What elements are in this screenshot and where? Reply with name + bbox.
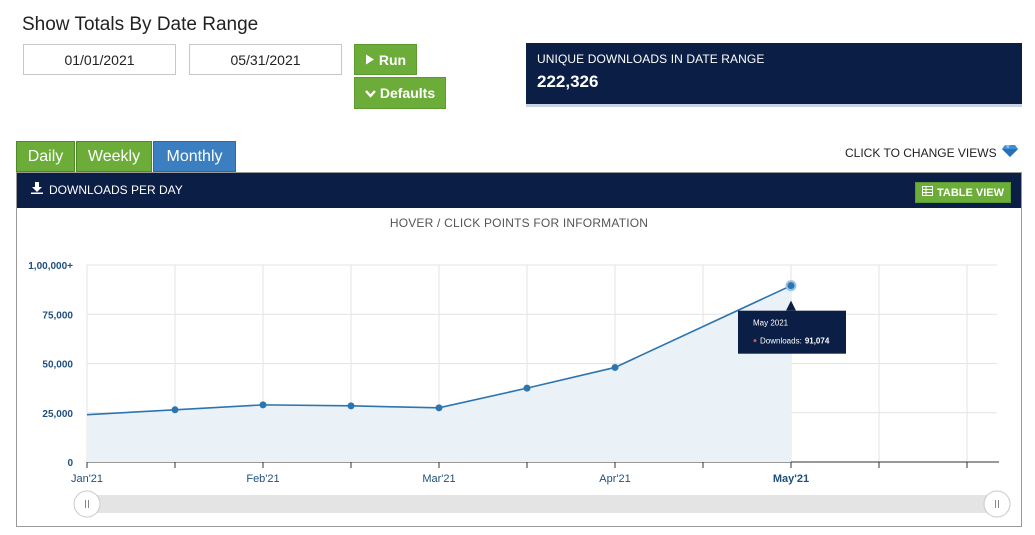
data-point[interactable] (171, 406, 179, 414)
unique-downloads-summary: UNIQUE DOWNLOADS IN DATE RANGE 222,326 (526, 43, 1022, 107)
series-area (87, 285, 791, 462)
tooltip-bullet (753, 339, 757, 343)
y-tick-label: 1,00,000+ (28, 261, 73, 272)
data-point[interactable] (523, 384, 531, 392)
tab-daily[interactable]: Daily (16, 141, 75, 172)
tooltip-pointer (786, 300, 796, 311)
play-icon (365, 52, 375, 68)
tab-weekly[interactable]: Weekly (76, 141, 152, 172)
x-tick-label: Feb'21 (246, 473, 279, 485)
table-view-button[interactable]: TABLE VIEW (914, 182, 1011, 203)
defaults-button[interactable]: Defaults (354, 77, 446, 109)
data-point[interactable] (611, 363, 619, 371)
diamond-icon (1001, 144, 1019, 161)
x-tick-label: Jan'21 (71, 473, 103, 485)
start-date-input[interactable] (23, 44, 176, 75)
page-title: Show Totals By Date Range (22, 14, 259, 35)
download-icon (31, 182, 43, 197)
range-handle-knob (73, 490, 101, 518)
tooltip-title: May 2021 (753, 319, 789, 328)
tooltip-box (738, 310, 846, 354)
data-point[interactable] (435, 404, 443, 412)
downloads-chart: 0 25,000 50,000 75,000 1,00,000+ Jan'21 Feb'2… (28, 261, 1011, 518)
panel-title: DOWNLOADS PER DAY (31, 182, 183, 197)
tooltip-series-label: Downloads: (760, 337, 802, 346)
chart-hint: HOVER / CLICK POINTS FOR INFORMATION (389, 216, 649, 230)
chevron-down-icon (364, 85, 376, 101)
range-handle-left[interactable] (73, 490, 101, 518)
y-tick-label: 50,000 (42, 360, 73, 371)
series-line (86, 284, 792, 416)
summary-label: UNIQUE DOWNLOADS IN DATE RANGE (537, 52, 765, 66)
change-views-label: CLICK TO CHANGE VIEWS (845, 145, 997, 160)
y-tick-label: 25,000 (42, 409, 73, 420)
panel-header: DOWNLOADS PER DAY TABLE VIEW (17, 173, 1021, 208)
panel-title-label: DOWNLOADS PER DAY (49, 182, 183, 197)
table-icon (921, 186, 933, 199)
range-scrollbar[interactable] (73, 490, 1011, 518)
data-point[interactable] (785, 280, 797, 292)
x-tick-label: Mar'21 (422, 473, 455, 485)
y-tick-label: 0 (67, 458, 73, 469)
end-date-input[interactable] (189, 44, 342, 75)
tooltip-series: Downloads: 91,074 (760, 337, 830, 346)
x-tick-label: Apr'21 (599, 473, 630, 485)
run-button[interactable]: Run (354, 44, 417, 75)
summary-value: 222,326 (537, 72, 599, 91)
data-point[interactable] (347, 402, 355, 410)
data-point[interactable] (259, 401, 267, 409)
run-button-label: Run (378, 51, 407, 68)
scrollbar-track[interactable] (87, 495, 997, 513)
tooltip-value: 91,074 (805, 337, 830, 346)
downloads-panel: DOWNLOADS PER DAY TABLE VIEW HOVER / CLI… (16, 172, 1022, 527)
defaults-button-label: Defaults (379, 85, 436, 101)
range-handle-knob (983, 490, 1011, 518)
y-tick-label: 75,000 (42, 310, 73, 321)
x-tick-label: May'21 (773, 473, 809, 485)
table-view-label: TABLE VIEW (936, 186, 1004, 199)
change-views-hint[interactable]: CLICK TO CHANGE VIEWS (845, 144, 1019, 161)
tab-monthly[interactable]: Monthly (153, 141, 236, 172)
tooltip: May 2021 Downloads: 91,074 (738, 300, 846, 354)
range-handle-right[interactable] (983, 490, 1011, 518)
